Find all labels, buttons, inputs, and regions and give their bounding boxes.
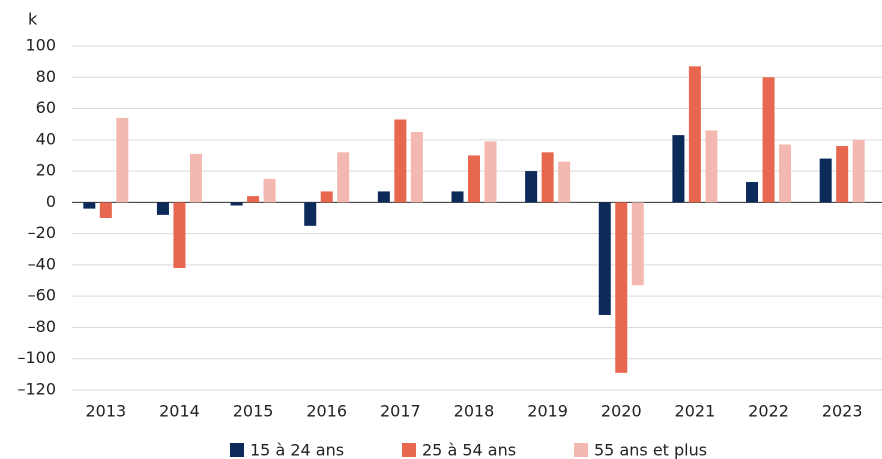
- bar: [116, 117, 129, 203]
- legend-label: 55 ans et plus: [594, 441, 707, 459]
- bar: [83, 202, 96, 209]
- bar: [304, 202, 317, 226]
- x-tick-label: 2021: [675, 402, 716, 421]
- bar: [189, 153, 202, 203]
- y-tick-label: 40: [36, 129, 56, 148]
- bar: [394, 119, 407, 203]
- bar: [836, 146, 849, 203]
- bar: [762, 77, 775, 203]
- bar: [688, 66, 701, 203]
- bar: [615, 202, 628, 373]
- bar: [779, 144, 792, 203]
- y-tick-label: –60: [28, 286, 56, 305]
- legend-label: 25 à 54 ans: [422, 441, 516, 459]
- legend-swatch: [230, 443, 244, 457]
- bar: [746, 182, 759, 203]
- x-tick-label: 2014: [159, 402, 200, 421]
- bar: [541, 152, 554, 203]
- bar: [558, 161, 571, 203]
- bar: [705, 130, 718, 203]
- x-tick-label: 2017: [380, 402, 421, 421]
- bar: [263, 178, 276, 203]
- bar: [173, 202, 186, 269]
- y-axis-unit: k: [28, 10, 38, 29]
- bar: [410, 132, 423, 203]
- x-tick-label: 2013: [85, 402, 126, 421]
- bar: [377, 191, 390, 203]
- y-tick-label: –20: [28, 223, 56, 242]
- y-tick-label: –40: [28, 254, 56, 273]
- bar: [451, 191, 464, 203]
- y-tick-label: 0: [46, 192, 56, 211]
- x-tick-label: 2020: [601, 402, 642, 421]
- legend-swatch: [402, 443, 416, 457]
- x-tick-label: 2022: [748, 402, 789, 421]
- y-tick-label: –100: [17, 348, 56, 367]
- bar: [156, 202, 169, 215]
- legend-label: 15 à 24 ans: [250, 441, 344, 459]
- x-tick-label: 2015: [233, 402, 274, 421]
- y-tick-label: –80: [28, 317, 56, 336]
- x-tick-label: 2016: [306, 402, 347, 421]
- bar: [99, 202, 112, 218]
- bar: [819, 158, 832, 203]
- bar: [320, 191, 333, 203]
- bar: [484, 141, 497, 203]
- bar: [468, 155, 480, 203]
- x-tick-label: 2023: [822, 402, 863, 421]
- legend-swatch: [574, 443, 588, 457]
- y-tick-label: 20: [36, 161, 56, 180]
- bar: [631, 202, 644, 286]
- y-tick-label: 60: [36, 98, 56, 117]
- bar: [525, 171, 538, 203]
- bar: [852, 139, 865, 203]
- bar: [247, 196, 260, 203]
- bar: [598, 202, 611, 315]
- x-tick-label: 2019: [527, 402, 568, 421]
- bar: [230, 202, 243, 206]
- y-tick-label: 100: [25, 36, 56, 55]
- bar: [672, 135, 685, 203]
- y-tick-label: –120: [17, 380, 56, 399]
- x-tick-label: 2018: [454, 402, 495, 421]
- y-tick-label: 80: [36, 67, 56, 86]
- bar: [337, 152, 350, 203]
